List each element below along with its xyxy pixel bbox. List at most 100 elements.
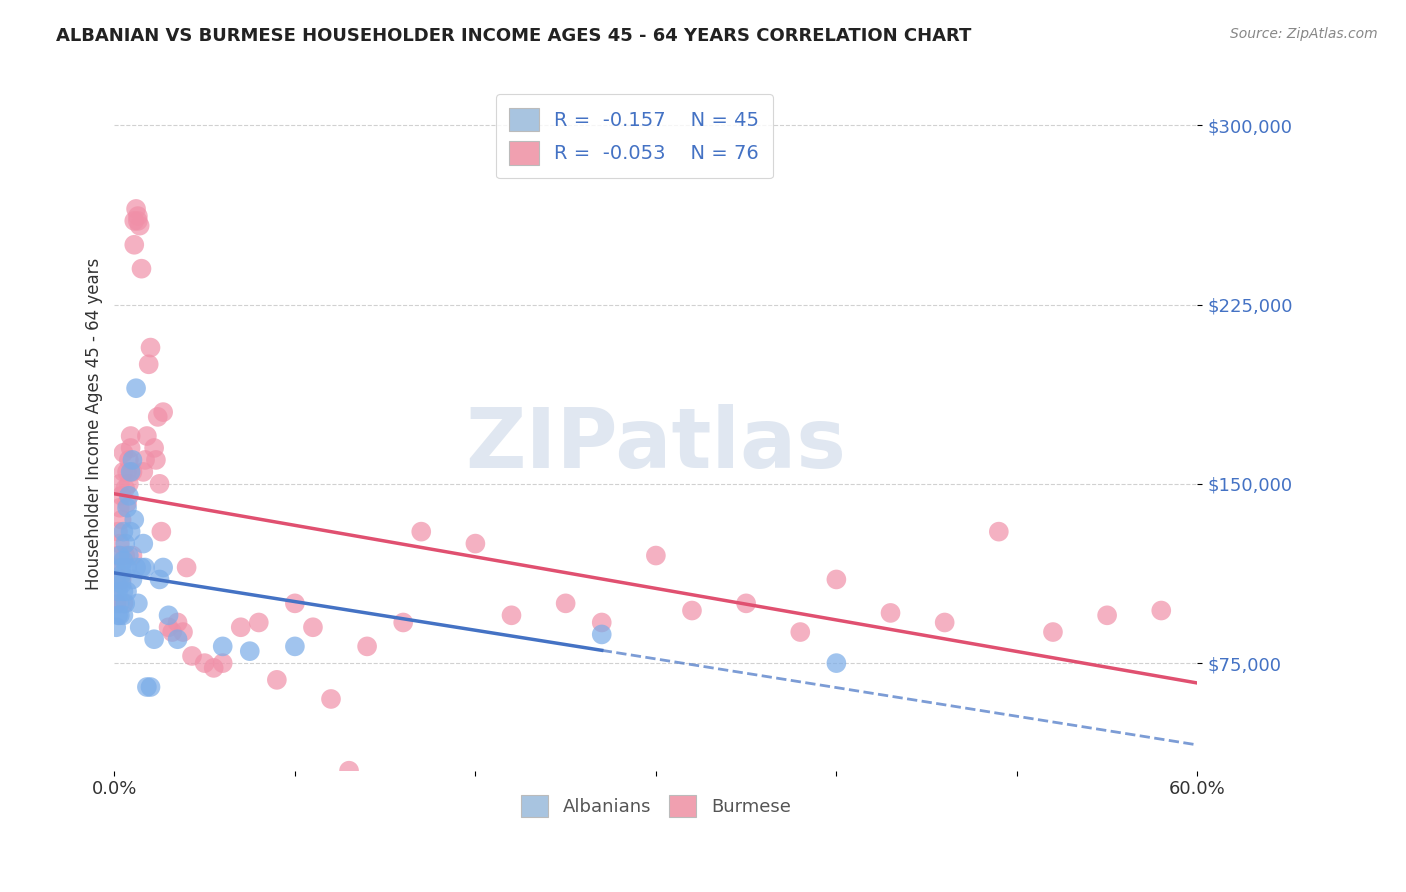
Point bbox=[115, 496, 138, 510]
Point bbox=[121, 549, 143, 563]
Point bbox=[202, 661, 225, 675]
Point bbox=[879, 606, 901, 620]
Point bbox=[111, 560, 134, 574]
Point bbox=[125, 560, 148, 574]
Point bbox=[392, 615, 415, 630]
Point bbox=[789, 625, 811, 640]
Point bbox=[120, 441, 142, 455]
Point bbox=[134, 453, 156, 467]
Point bbox=[112, 446, 135, 460]
Point bbox=[114, 482, 136, 496]
Point bbox=[111, 513, 134, 527]
Point bbox=[145, 453, 167, 467]
Point bbox=[122, 214, 145, 228]
Point bbox=[132, 536, 155, 550]
Point bbox=[107, 584, 129, 599]
Point bbox=[118, 476, 141, 491]
Point bbox=[148, 573, 170, 587]
Point bbox=[211, 656, 233, 670]
Point bbox=[157, 620, 180, 634]
Point bbox=[105, 620, 128, 634]
Point bbox=[501, 608, 523, 623]
Point bbox=[118, 453, 141, 467]
Point bbox=[108, 596, 131, 610]
Point bbox=[128, 620, 150, 634]
Point bbox=[239, 644, 262, 658]
Point bbox=[166, 615, 188, 630]
Point bbox=[125, 202, 148, 216]
Point bbox=[337, 764, 360, 778]
Point bbox=[111, 489, 134, 503]
Text: ZIPatlas: ZIPatlas bbox=[465, 404, 846, 485]
Y-axis label: Householder Income Ages 45 - 64 years: Householder Income Ages 45 - 64 years bbox=[86, 258, 103, 591]
Point bbox=[120, 429, 142, 443]
Point bbox=[127, 209, 149, 223]
Point bbox=[139, 341, 162, 355]
Point bbox=[120, 465, 142, 479]
Point bbox=[150, 524, 173, 539]
Point bbox=[644, 549, 666, 563]
Point bbox=[107, 549, 129, 563]
Point bbox=[152, 560, 174, 574]
Point bbox=[107, 608, 129, 623]
Point bbox=[319, 692, 342, 706]
Point bbox=[1095, 608, 1118, 623]
Point bbox=[356, 640, 378, 654]
Point bbox=[108, 500, 131, 515]
Point bbox=[681, 603, 703, 617]
Point bbox=[115, 560, 138, 574]
Point bbox=[105, 573, 128, 587]
Point bbox=[114, 596, 136, 610]
Point bbox=[121, 573, 143, 587]
Point bbox=[111, 567, 134, 582]
Point bbox=[1150, 603, 1173, 617]
Point bbox=[146, 409, 169, 424]
Point bbox=[176, 560, 198, 574]
Point bbox=[108, 536, 131, 550]
Point bbox=[112, 608, 135, 623]
Point bbox=[107, 577, 129, 591]
Text: ALBANIAN VS BURMESE HOUSEHOLDER INCOME AGES 45 - 64 YEARS CORRELATION CHART: ALBANIAN VS BURMESE HOUSEHOLDER INCOME A… bbox=[56, 27, 972, 45]
Point bbox=[135, 680, 157, 694]
Point bbox=[131, 560, 153, 574]
Point bbox=[108, 549, 131, 563]
Point bbox=[112, 596, 135, 610]
Point bbox=[139, 680, 162, 694]
Point bbox=[112, 553, 135, 567]
Point bbox=[128, 219, 150, 233]
Point bbox=[112, 524, 135, 539]
Legend: Albanians, Burmese: Albanians, Burmese bbox=[515, 788, 797, 824]
Point bbox=[987, 524, 1010, 539]
Point bbox=[121, 465, 143, 479]
Point bbox=[302, 620, 325, 634]
Point bbox=[735, 596, 758, 610]
Point bbox=[138, 357, 160, 371]
Point bbox=[554, 596, 576, 610]
Point bbox=[591, 627, 613, 641]
Point bbox=[127, 214, 149, 228]
Point bbox=[118, 489, 141, 503]
Point bbox=[105, 560, 128, 574]
Point bbox=[143, 441, 166, 455]
Point bbox=[157, 608, 180, 623]
Point bbox=[121, 453, 143, 467]
Point bbox=[166, 632, 188, 647]
Point bbox=[134, 560, 156, 574]
Point bbox=[181, 648, 204, 663]
Point bbox=[1042, 625, 1064, 640]
Point bbox=[122, 513, 145, 527]
Point bbox=[284, 596, 307, 610]
Point bbox=[411, 524, 433, 539]
Point bbox=[143, 632, 166, 647]
Point bbox=[115, 500, 138, 515]
Point bbox=[284, 640, 307, 654]
Point bbox=[591, 615, 613, 630]
Point bbox=[160, 625, 183, 640]
Point bbox=[825, 573, 848, 587]
Point bbox=[131, 261, 153, 276]
Point bbox=[125, 381, 148, 395]
Point bbox=[105, 596, 128, 610]
Point bbox=[111, 577, 134, 591]
Point bbox=[127, 596, 149, 610]
Point bbox=[934, 615, 956, 630]
